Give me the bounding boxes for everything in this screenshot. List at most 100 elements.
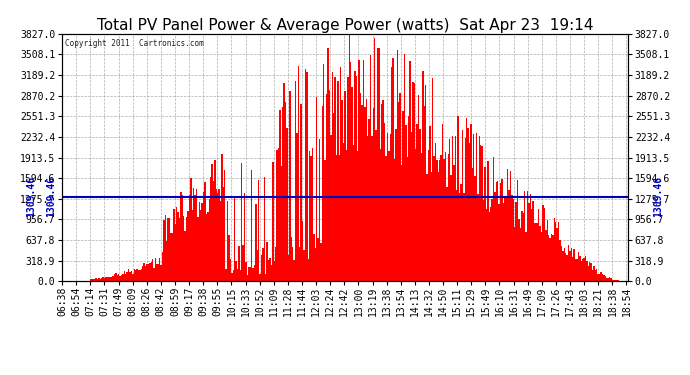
- Bar: [541, 231, 542, 281]
- Bar: [102, 277, 103, 281]
- Bar: [522, 213, 524, 281]
- Bar: [607, 278, 609, 281]
- Bar: [510, 171, 511, 281]
- Text: Copyright 2011  Cartronics.com: Copyright 2011 Cartronics.com: [65, 39, 204, 48]
- Bar: [110, 276, 111, 281]
- Bar: [173, 209, 175, 281]
- Bar: [463, 193, 464, 281]
- Bar: [237, 269, 238, 281]
- Bar: [432, 78, 433, 281]
- Bar: [257, 251, 258, 281]
- Bar: [490, 207, 491, 281]
- Bar: [452, 136, 453, 281]
- Bar: [188, 195, 190, 281]
- Bar: [363, 60, 364, 281]
- Bar: [552, 235, 553, 281]
- Bar: [206, 214, 207, 281]
- Bar: [504, 196, 506, 281]
- Bar: [277, 150, 278, 281]
- Bar: [610, 278, 611, 281]
- Bar: [219, 189, 220, 281]
- Bar: [253, 268, 254, 281]
- Bar: [190, 178, 192, 281]
- Bar: [250, 267, 251, 281]
- Bar: [545, 230, 546, 281]
- Bar: [475, 176, 476, 281]
- Bar: [422, 72, 424, 281]
- Bar: [129, 272, 130, 281]
- Bar: [460, 184, 462, 281]
- Bar: [308, 259, 309, 281]
- Bar: [130, 271, 132, 281]
- Bar: [245, 262, 247, 281]
- Bar: [306, 72, 308, 281]
- Bar: [515, 202, 517, 281]
- Bar: [602, 274, 603, 281]
- Bar: [304, 250, 305, 281]
- Bar: [343, 143, 344, 281]
- Bar: [433, 156, 435, 281]
- Bar: [439, 160, 440, 281]
- Bar: [593, 266, 595, 281]
- Bar: [424, 106, 425, 281]
- Bar: [242, 245, 244, 281]
- Bar: [234, 196, 235, 281]
- Bar: [107, 277, 108, 281]
- Bar: [586, 261, 588, 281]
- Bar: [471, 168, 473, 281]
- Bar: [380, 149, 381, 281]
- Bar: [172, 233, 173, 281]
- Bar: [169, 218, 170, 281]
- Bar: [616, 280, 618, 281]
- Bar: [226, 269, 227, 281]
- Bar: [467, 128, 469, 281]
- Bar: [449, 139, 451, 281]
- Bar: [367, 136, 368, 281]
- Bar: [207, 212, 208, 281]
- Bar: [412, 81, 413, 281]
- Bar: [555, 222, 556, 281]
- Bar: [317, 238, 319, 281]
- Bar: [278, 147, 279, 281]
- Bar: [208, 199, 210, 281]
- Bar: [611, 280, 613, 281]
- Bar: [305, 69, 306, 281]
- Bar: [265, 274, 266, 281]
- Bar: [203, 192, 204, 281]
- Bar: [180, 192, 181, 281]
- Bar: [184, 231, 186, 281]
- Bar: [231, 273, 233, 281]
- Bar: [322, 106, 323, 281]
- Bar: [272, 162, 273, 281]
- Bar: [531, 209, 533, 281]
- Bar: [170, 233, 172, 281]
- Bar: [503, 202, 504, 281]
- Bar: [442, 123, 443, 281]
- Bar: [235, 261, 237, 281]
- Bar: [534, 223, 535, 281]
- Bar: [398, 102, 400, 281]
- Bar: [300, 104, 302, 281]
- Bar: [580, 261, 582, 281]
- Bar: [138, 270, 139, 281]
- Bar: [195, 195, 196, 281]
- Bar: [417, 124, 418, 281]
- Bar: [90, 279, 91, 281]
- Bar: [448, 154, 449, 281]
- Bar: [428, 150, 429, 281]
- Bar: [196, 189, 197, 281]
- Bar: [233, 270, 234, 281]
- Bar: [295, 81, 296, 281]
- Bar: [241, 163, 242, 281]
- Bar: [164, 220, 165, 281]
- Bar: [275, 247, 277, 281]
- Bar: [457, 116, 459, 281]
- Bar: [119, 276, 121, 281]
- Bar: [598, 274, 599, 281]
- Bar: [88, 280, 90, 281]
- Bar: [476, 134, 477, 281]
- Bar: [248, 267, 250, 281]
- Bar: [197, 217, 199, 281]
- Bar: [104, 278, 106, 281]
- Bar: [137, 269, 138, 281]
